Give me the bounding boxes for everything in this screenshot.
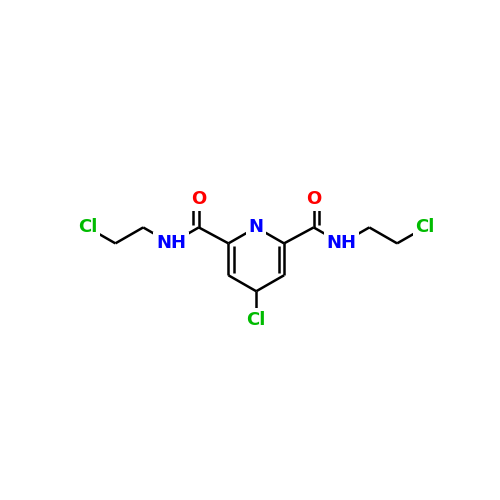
- Text: O: O: [191, 190, 206, 208]
- Text: N: N: [248, 218, 264, 236]
- Text: Cl: Cl: [246, 310, 266, 328]
- Text: O: O: [306, 190, 322, 208]
- Text: Cl: Cl: [78, 218, 98, 236]
- Text: NH: NH: [326, 234, 356, 252]
- Text: Cl: Cl: [415, 218, 434, 236]
- Text: NH: NH: [156, 234, 186, 252]
